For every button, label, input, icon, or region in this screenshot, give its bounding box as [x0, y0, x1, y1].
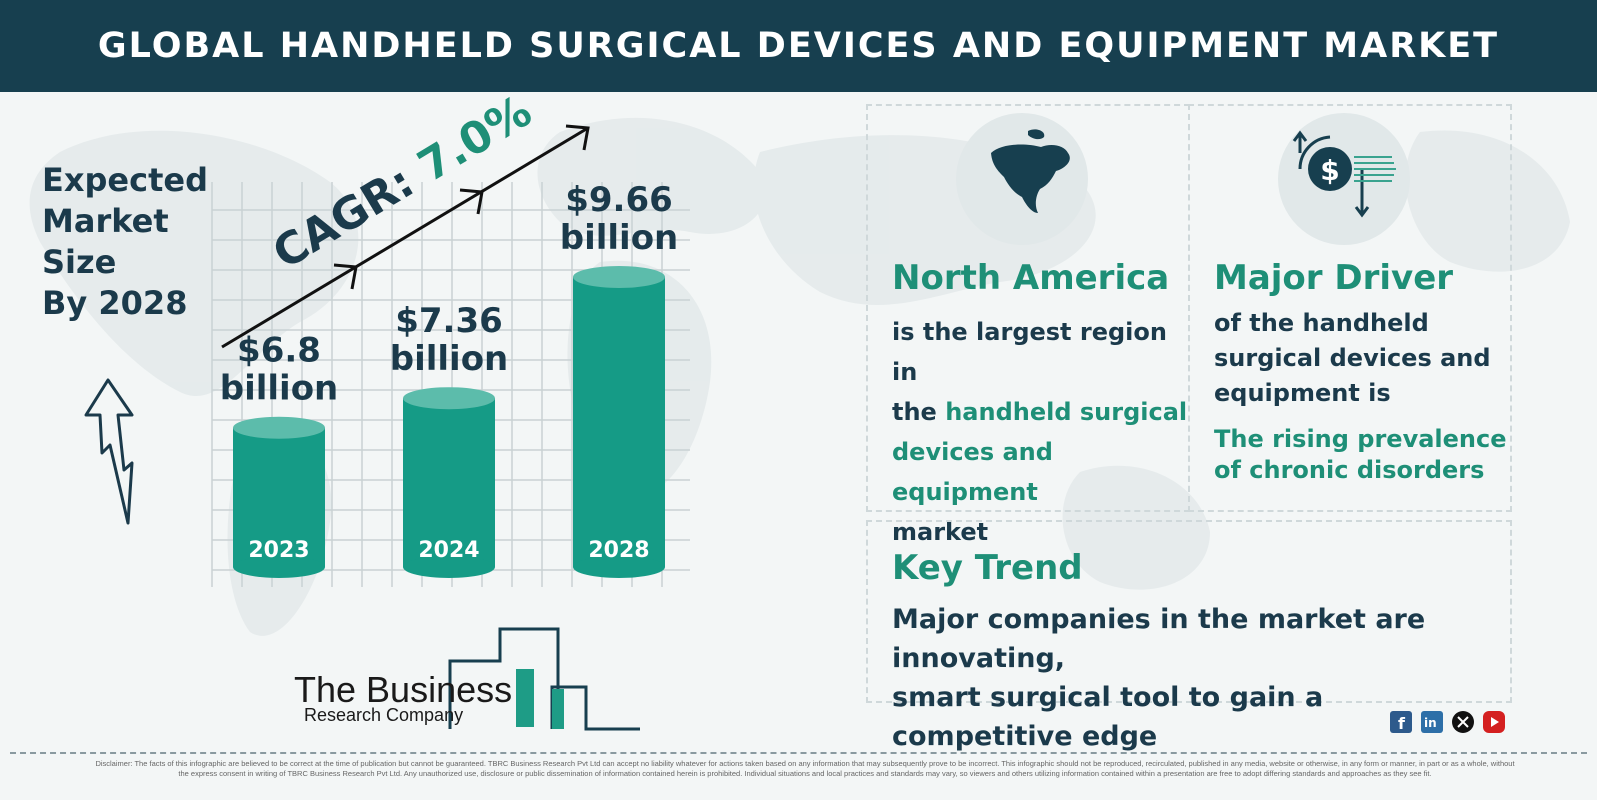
major-driver-value: The rising prevalence of chronic disorde…: [1214, 424, 1514, 486]
driver-green-line: of chronic disorders: [1214, 456, 1485, 484]
growth-arrow-icon: [84, 378, 134, 525]
bar-top: [233, 416, 325, 439]
major-driver-panel: $ Major Driver of the handheld surgical …: [1188, 104, 1512, 512]
na-line: market: [892, 518, 989, 546]
major-driver-description: of the handheld surgical devices and equ…: [1214, 306, 1514, 411]
expected-market-size-label: Expected Market Size By 2028: [42, 160, 242, 324]
key-trend-heading: Key Trend: [892, 548, 1083, 588]
driver-line: of the handheld: [1214, 309, 1429, 337]
key-trend-description: Major companies in the market are innova…: [892, 600, 1512, 756]
logo-buildings-icon: [448, 627, 640, 731]
x-tick-label: 2028: [588, 538, 649, 563]
bar-chart: 2023$6.8billion2024$7.36billion2028$9.66…: [211, 92, 690, 587]
north-america-panel: North America is the largest region in t…: [866, 104, 1190, 546]
driver-green-line: The rising prevalence: [1214, 425, 1507, 453]
data-label: billion: [220, 369, 339, 409]
driver-line: surgical devices and: [1214, 344, 1491, 372]
na-line: the handheld surgical: [892, 398, 1188, 426]
trend-line: [221, 126, 589, 349]
company-logo: The Business Research Company: [290, 625, 650, 735]
expected-line: Market: [42, 202, 169, 240]
cagr-label: CAGR: 7.0%: [264, 92, 540, 279]
expected-line: Size: [42, 243, 117, 281]
cagr-prefix: CAGR:: [264, 149, 435, 280]
facebook-icon[interactable]: f: [1390, 711, 1412, 733]
youtube-icon[interactable]: [1483, 711, 1505, 733]
trend-line: Major companies in the market are innova…: [892, 604, 1426, 674]
bar: [403, 398, 495, 567]
data-label: $6.8: [237, 331, 321, 371]
north-america-description: is the largest region in the handheld su…: [892, 312, 1192, 552]
north-america-map-icon: [956, 113, 1088, 245]
bar-top: [573, 266, 665, 288]
svg-text:f: f: [1398, 714, 1406, 733]
logo-text-secondary: Research Company: [304, 705, 464, 725]
header-bar: GLOBAL HANDHELD SURGICAL DEVICES AND EQU…: [0, 0, 1597, 92]
logo-text-primary: The Business: [294, 669, 513, 710]
data-label: billion: [560, 218, 679, 258]
bar-base: [403, 556, 495, 578]
trend-line: smart surgical tool to gain a competitiv…: [892, 682, 1324, 752]
driver-line: equipment is: [1214, 379, 1391, 407]
data-label: billion: [390, 339, 509, 379]
svg-text:$: $: [1320, 154, 1339, 187]
cagr-trend-arrow: [221, 124, 590, 349]
trend-arrowhead: [565, 124, 590, 151]
trend-arrowhead: [459, 188, 484, 215]
x-icon[interactable]: [1452, 711, 1474, 733]
dollar-cycle-icon: $: [1278, 113, 1410, 245]
footer-divider: [10, 752, 1587, 754]
expected-line: Expected: [42, 161, 208, 199]
cagr-value: 7.0%: [409, 92, 540, 192]
expected-line: By 2028: [42, 284, 188, 322]
data-label: $9.66: [565, 180, 673, 220]
x-tick-label: 2023: [248, 538, 309, 563]
svg-text:in: in: [1424, 716, 1437, 730]
data-label: $7.36: [395, 301, 503, 341]
trend-arrowhead: [333, 263, 358, 290]
page-title: GLOBAL HANDHELD SURGICAL DEVICES AND EQU…: [97, 26, 1500, 66]
bar-top: [403, 387, 495, 410]
linkedin-icon[interactable]: in: [1421, 711, 1443, 733]
bar-base: [573, 556, 665, 578]
disclaimer-text: Disclaimer: The facts of this infographi…: [95, 759, 1515, 778]
major-driver-heading: Major Driver: [1214, 258, 1454, 298]
north-america-heading: North America: [892, 258, 1170, 298]
na-line: devices and equipment: [892, 438, 1053, 506]
bar-base: [233, 556, 325, 578]
bar: [573, 277, 665, 567]
na-line: is the largest region in: [892, 318, 1167, 386]
key-trend-panel: Key Trend Major companies in the market …: [866, 520, 1512, 752]
bar: [233, 427, 325, 567]
chart-bars: 2023$6.8billion2024$7.36billion2028$9.66…: [220, 180, 679, 578]
x-tick-label: 2024: [418, 538, 479, 563]
